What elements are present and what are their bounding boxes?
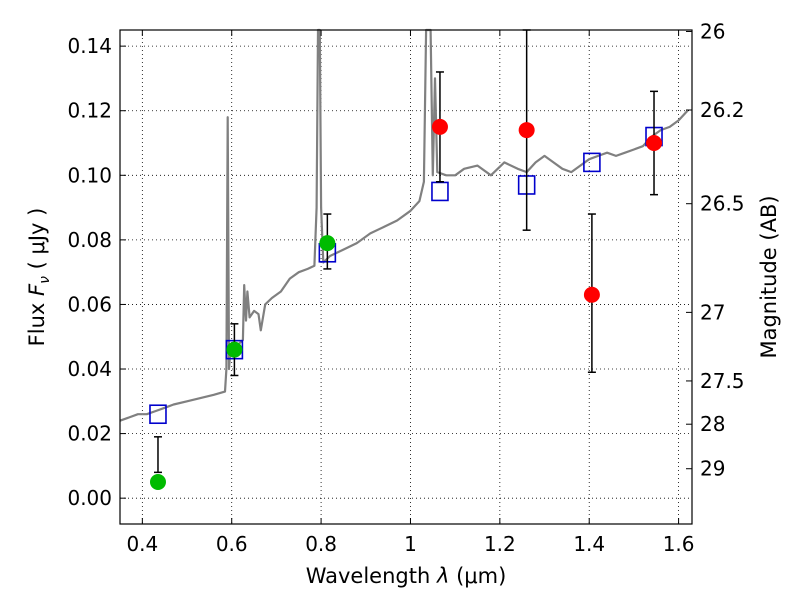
grid (120, 30, 692, 524)
x-tick-label: 0.4 (126, 532, 158, 556)
model-spectrum (119, 28, 689, 422)
x-tick-label: 1.2 (484, 532, 516, 556)
x-axis-label: Wavelength λ (μm) (306, 564, 507, 588)
y-tick-label: 0.02 (67, 422, 112, 446)
y-tick-label: 0.14 (67, 34, 112, 58)
x-tick-label: 1 (404, 532, 417, 556)
model-photometry-point (149, 404, 167, 425)
y-tick-label: 0.00 (67, 486, 112, 510)
magnitude-tick-label: 27 (700, 300, 725, 324)
y-tick-label: 0.12 (67, 99, 112, 123)
x-tick-label: 0.8 (305, 532, 337, 556)
magnitude-tick-label: 27.5 (700, 369, 745, 393)
magnitude-axis-label: Magnitude (AB) (757, 195, 781, 358)
model-photometry-point (583, 152, 601, 173)
plot-background (120, 30, 692, 524)
observed-point-nondetection (583, 286, 600, 303)
x-axis: 0.4 0.6 0.8 1 1.2 1.4 1.6 (126, 30, 695, 556)
observed-point-detection (149, 474, 166, 491)
observed-photometry-series (149, 118, 663, 491)
y-tick-label: 0.04 (67, 357, 112, 381)
magnitude-tick-label: 28 (700, 412, 725, 436)
observed-point-detection (319, 235, 336, 252)
y-axis: 0.00 0.02 0.04 0.06 0.08 0.10 0.12 0.14 (67, 34, 126, 510)
observed-point-nondetection (518, 122, 535, 139)
y-tick-label: 0.06 (67, 292, 112, 316)
observed-point-nondetection (431, 118, 448, 135)
x-tick-label: 1.4 (573, 532, 605, 556)
observed-point-nondetection (646, 135, 663, 152)
observed-point-detection (226, 341, 243, 358)
y-axis-label: Flux Fν ( μJy ) (25, 208, 53, 347)
x-tick-label: 1.6 (663, 532, 695, 556)
model-spectrum-line (119, 28, 689, 422)
y-tick-label: 0.08 (67, 228, 112, 252)
magnitude-tick-label: 26 (700, 19, 725, 43)
plot-frame (119, 29, 693, 525)
magnitude-tick-label: 29 (700, 457, 725, 481)
magnitude-tick-label: 26.2 (700, 98, 745, 122)
y-tick-label: 0.10 (67, 163, 112, 187)
magnitude-axis: 26 26.2 26.5 27 27.5 28 29 (686, 19, 745, 481)
magnitude-tick-label: 26.5 (700, 192, 745, 216)
x-tick-label: 0.6 (216, 532, 248, 556)
